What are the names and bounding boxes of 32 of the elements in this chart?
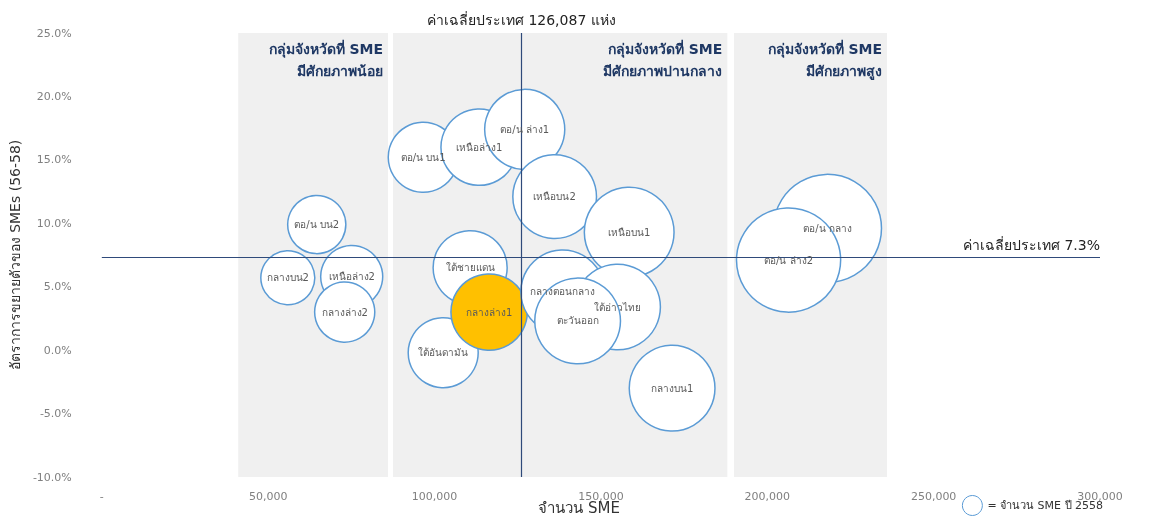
annotation: ตอ/น บน2 [294,219,340,231]
annotation: เหนือบน1 [608,226,651,238]
y-tick-label: -10.0% [32,470,72,484]
ref-line-label: ค่าเฉลี่ยประเทศ 7.3% [962,235,1100,253]
band-label: กลุ่มจังหวัดที่ SME มีศักยภาพปานกลาง [603,39,723,79]
y-tick-label: 20.0% [36,89,72,103]
annotation: ใต้อันดามัน [418,347,469,359]
annotation: กลางล่าง1 [465,306,513,318]
annotation: เหนือล่าง2 [328,271,375,283]
ref-line-label: ค่าเฉลี่ยประเทศ 126,087 แห่ง [426,11,616,28]
band-label: กลุ่มจังหวัดที่ SME มีศักยภาพน้อย [268,39,383,79]
x-tick-label: 100,000 [411,490,458,503]
annotation: กลางบน1 [650,382,694,394]
y-tick-label: 5.0% [43,280,72,294]
annotation: ใต้ชายแดน [445,262,495,274]
y-tick-label: 0.0% [43,343,72,357]
y-tick-label: -5.0% [39,407,72,421]
annotation: ตอ/น กลาง [803,222,852,234]
y-tick-label: 25.0% [36,26,72,40]
x-tick-label: 50,000 [248,490,288,503]
annotation: กลางล่าง2 [321,306,368,318]
y-tick-label: 15.0% [36,153,72,167]
annotation: ตอ/น ล่าง2 [764,254,814,266]
x-tick-label: 250,000 [910,490,957,503]
y-tick-label: 10.0% [36,216,72,230]
annotation: เหนือบน2 [533,191,576,203]
x-tick-label: 200,000 [744,490,791,503]
x-tick-label: - [99,490,104,503]
y-axis-title: อัตราการขยายตัวของ SMEs (56-58) [7,139,23,371]
band-label: กลุ่มจังหวัดที่ SME มีศักยภาพสูง [767,39,883,80]
annotation: กลางบน2 [266,272,309,284]
annotation: ตะวันออก [556,315,599,327]
